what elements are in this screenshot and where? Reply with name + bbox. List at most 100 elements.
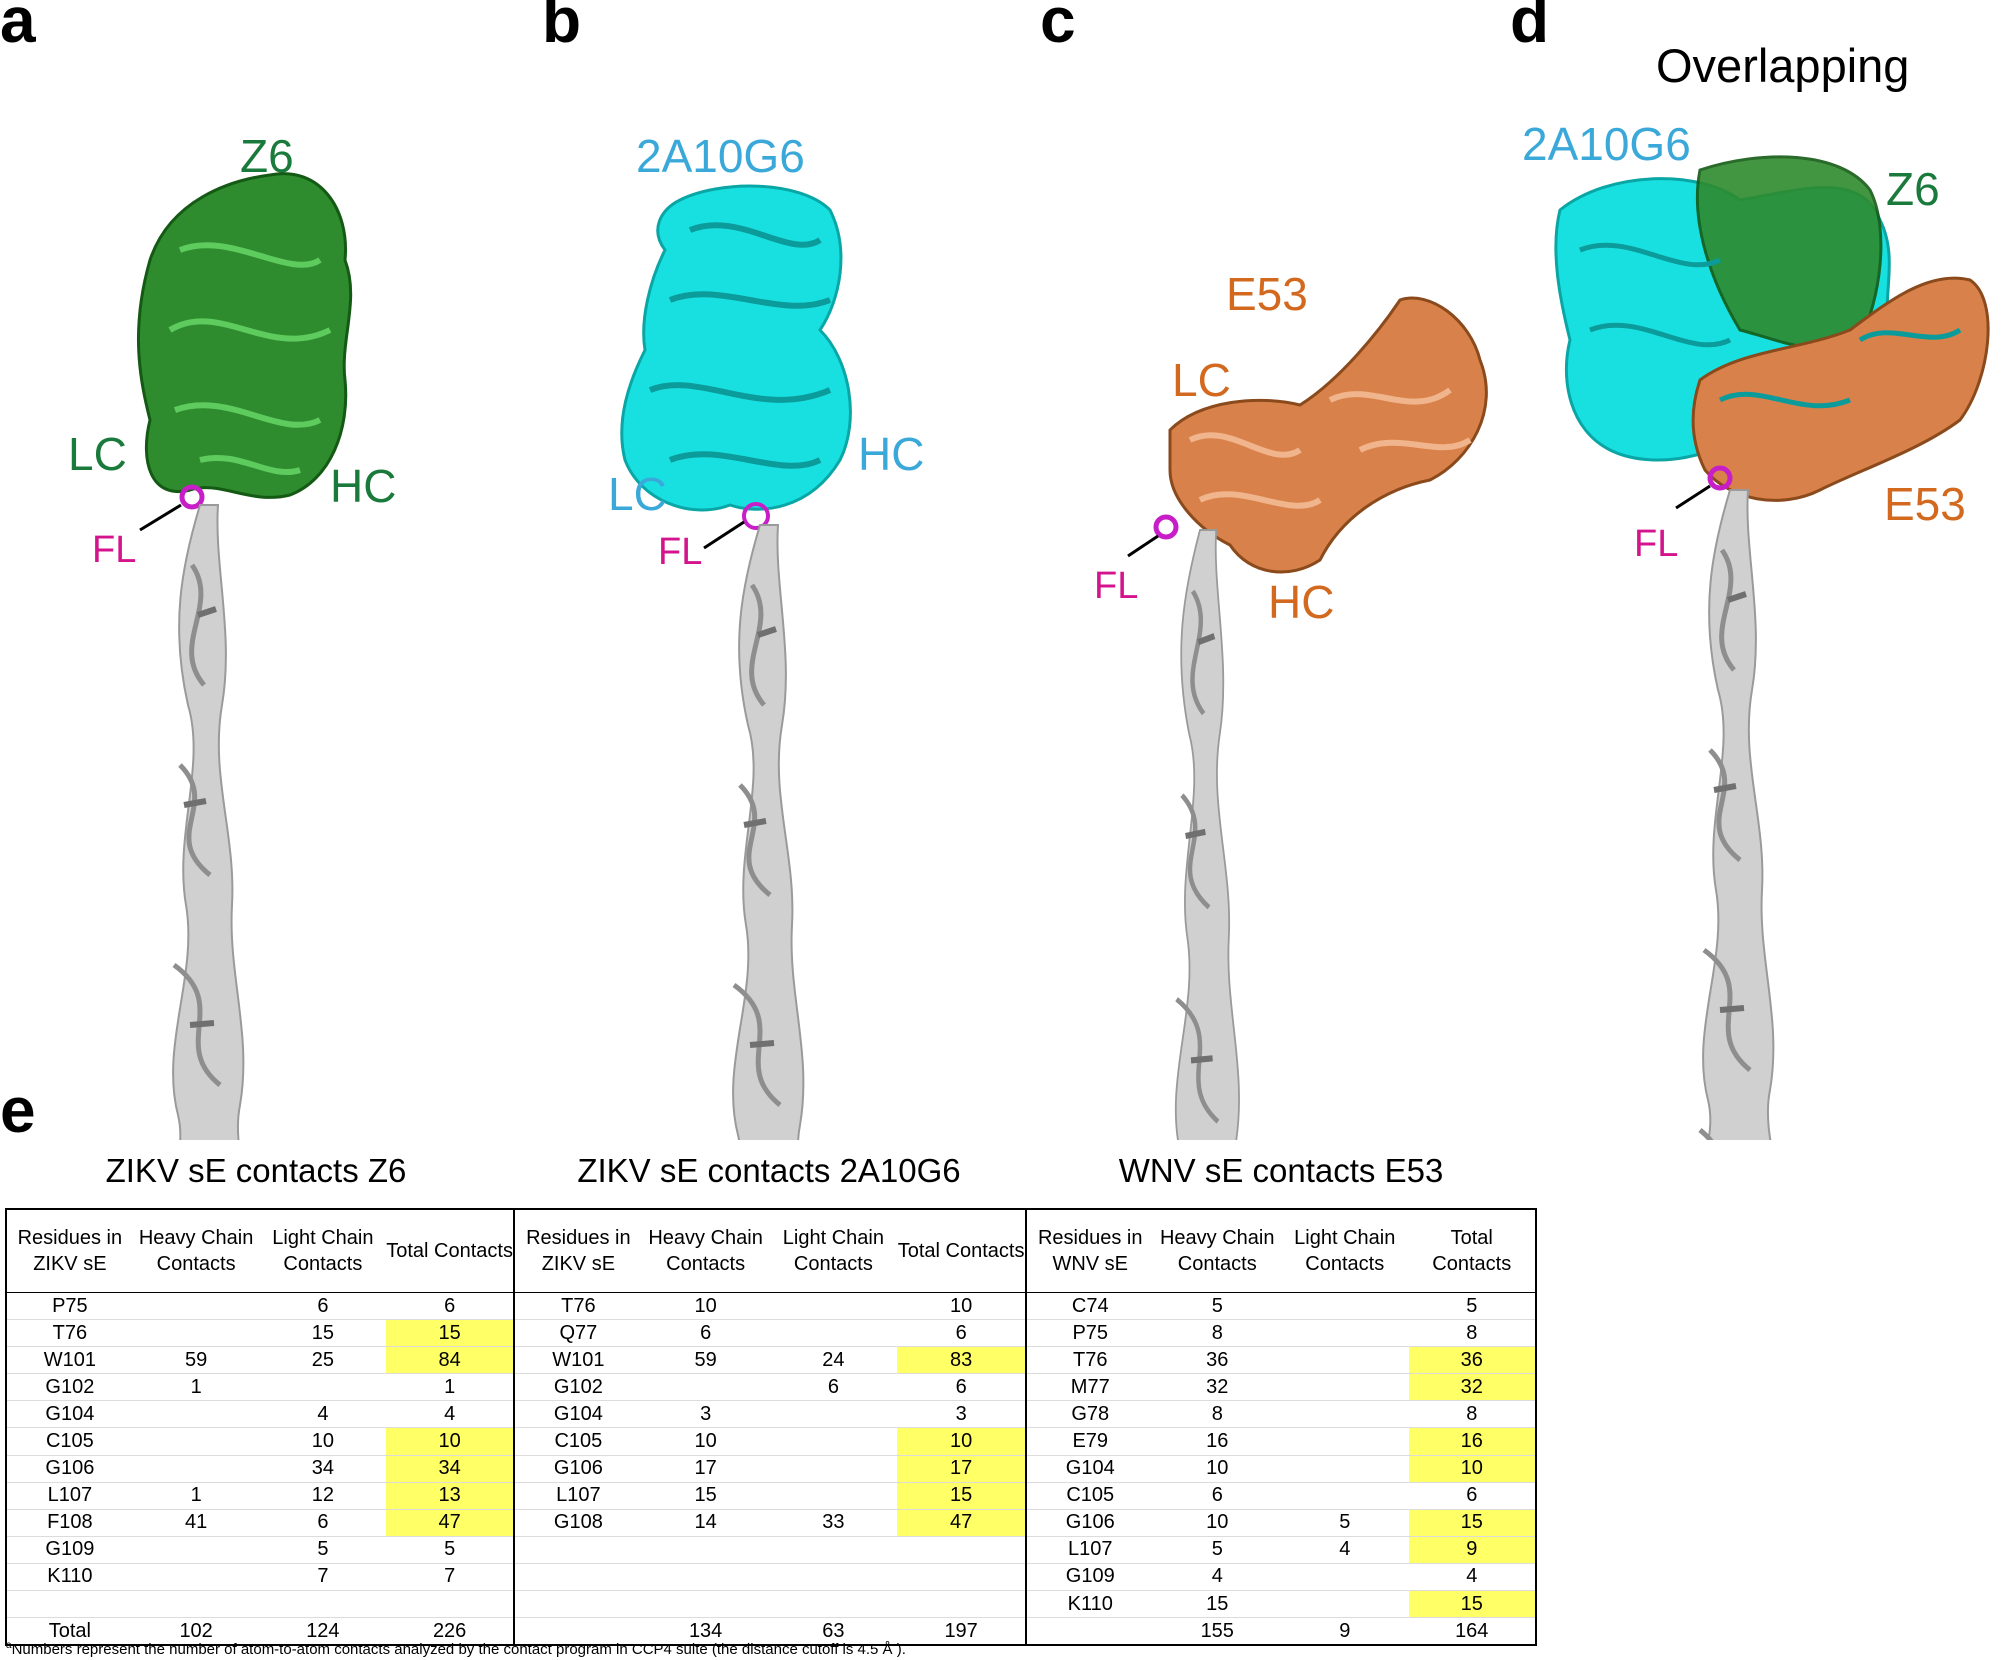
table-cell: 34 bbox=[386, 1455, 513, 1483]
contacts-table-e53: Residues in WNV sE Heavy Chain Contacts Li… bbox=[1025, 1208, 1537, 1647]
table-cell: L107 bbox=[1026, 1536, 1154, 1564]
table-cell: 10 bbox=[259, 1427, 387, 1456]
table-cell bbox=[132, 1292, 260, 1321]
table-cell: 1 bbox=[132, 1482, 260, 1510]
antibody-label-e53: E53 bbox=[1226, 268, 1308, 320]
total-cell: 63 bbox=[822, 1619, 845, 1642]
panel-letter-b: b bbox=[542, 0, 581, 56]
hc-label-a: HC bbox=[330, 460, 396, 512]
table-cell bbox=[897, 1563, 1025, 1592]
table-row bbox=[514, 1563, 1025, 1592]
table-cell: 59 bbox=[641, 1346, 770, 1375]
fl-label-c: FL bbox=[1094, 565, 1138, 607]
table-cell: L107 bbox=[514, 1482, 642, 1510]
table-cell: 3 bbox=[641, 1400, 770, 1429]
panel-letter-d: d bbox=[1510, 0, 1549, 56]
table-cell: 8 bbox=[1153, 1400, 1281, 1429]
fl-label-b: FL bbox=[658, 531, 702, 573]
total-cell: Total bbox=[48, 1619, 91, 1642]
table-cell: 34 bbox=[259, 1455, 387, 1483]
table-row: T76 36 36 bbox=[1026, 1346, 1536, 1375]
table-row: M77 32 32 bbox=[1026, 1373, 1536, 1402]
table-cell bbox=[514, 1590, 642, 1619]
table-cell bbox=[769, 1563, 898, 1592]
table-cell bbox=[1281, 1563, 1409, 1592]
column-header: Heavy Chain Contacts bbox=[1153, 1209, 1281, 1293]
table-cell: G106 bbox=[6, 1455, 133, 1483]
table-cell: 6 bbox=[641, 1319, 770, 1348]
footnote-marker: a bbox=[6, 1640, 12, 1651]
table-cell: 17 bbox=[641, 1455, 770, 1483]
fl-pointer-c bbox=[1127, 534, 1159, 558]
total-cell: 197 bbox=[944, 1619, 978, 1642]
table-row: C105 10 10 bbox=[514, 1427, 1025, 1456]
table-cell: 32 bbox=[1408, 1373, 1536, 1402]
table-cell: 10 bbox=[897, 1292, 1025, 1321]
total-row: 134 63 197 bbox=[514, 1618, 1025, 1646]
table-cell: 13 bbox=[386, 1482, 513, 1510]
table-cell bbox=[769, 1292, 898, 1321]
table-cell bbox=[641, 1536, 770, 1564]
table-cell: 16 bbox=[1408, 1427, 1536, 1456]
table-cell: 5 bbox=[386, 1536, 513, 1564]
total-cell: 155 bbox=[1200, 1619, 1234, 1642]
table-row: W101 59 24 83 bbox=[514, 1346, 1025, 1375]
panel-letter-e: e bbox=[0, 1074, 36, 1140]
fusion-loop-b bbox=[742, 502, 770, 530]
table-title-z6: ZIKV sE contacts Z6 bbox=[105, 1152, 407, 1189]
table-cell bbox=[769, 1427, 898, 1456]
se-structure-d bbox=[1689, 490, 1780, 1140]
table-cell bbox=[132, 1563, 260, 1592]
column-header: Light Chain Contacts bbox=[259, 1209, 387, 1293]
table-cell: F108 bbox=[6, 1509, 133, 1537]
table-cell: 15 bbox=[1408, 1590, 1536, 1619]
table-cell: 10 bbox=[1153, 1455, 1281, 1483]
table-cell bbox=[641, 1590, 770, 1619]
table-cell: 5 bbox=[1153, 1536, 1281, 1564]
table-cell: 6 bbox=[1408, 1482, 1536, 1510]
table-cell: L107 bbox=[6, 1482, 133, 1510]
table-row: G102 1 1 bbox=[6, 1373, 513, 1402]
table-cell: 7 bbox=[259, 1563, 387, 1592]
table-cell bbox=[132, 1400, 260, 1429]
table-row: G102 6 6 bbox=[514, 1373, 1025, 1402]
table-cell bbox=[1281, 1400, 1409, 1429]
table-cell: 17 bbox=[897, 1455, 1025, 1483]
table-title-2a10g6: ZIKV sE contacts 2A10G6 bbox=[577, 1152, 961, 1189]
table-cell: 33 bbox=[769, 1509, 898, 1537]
table-cell: 5 bbox=[259, 1536, 387, 1564]
table-cell bbox=[769, 1455, 898, 1483]
table-row bbox=[6, 1590, 513, 1619]
column-header: Light Chain Contacts bbox=[1281, 1209, 1409, 1293]
table-cell bbox=[641, 1563, 770, 1592]
table-cell: 4 bbox=[386, 1400, 513, 1429]
table-cell: G104 bbox=[6, 1400, 133, 1429]
footnote: aNumbers represent the number of atom-to… bbox=[6, 1640, 906, 1658]
table-row: Q77 6 6 bbox=[514, 1319, 1025, 1348]
table-cell: 15 bbox=[259, 1319, 387, 1348]
total-cell: 9 bbox=[1339, 1619, 1351, 1642]
table-cell bbox=[769, 1400, 898, 1429]
hc-label-c: HC bbox=[1268, 576, 1334, 628]
table-cell: 4 bbox=[259, 1400, 387, 1429]
overlap-label-2a10g6: 2A10G6 bbox=[1522, 118, 1691, 170]
panel-letter-a: a bbox=[0, 0, 36, 56]
table-cell: T76 bbox=[514, 1292, 642, 1321]
z6-fab-structure bbox=[137, 172, 353, 499]
table-row: G109 5 5 bbox=[6, 1536, 513, 1564]
table-cell bbox=[132, 1536, 260, 1564]
table-cell bbox=[1281, 1373, 1409, 1402]
table-cell: G106 bbox=[1026, 1509, 1154, 1537]
contacts-table-2a10g6: Residues in ZIKV sE Heavy Chain Contacts L… bbox=[513, 1208, 1025, 1647]
table-row: G109 4 4 bbox=[1026, 1563, 1536, 1592]
column-header: Total Contacts bbox=[897, 1209, 1025, 1293]
fl-label-d: FL bbox=[1634, 523, 1678, 565]
fl-pointer-a bbox=[139, 503, 182, 532]
table-cell: 24 bbox=[769, 1346, 898, 1375]
table-cell: 10 bbox=[386, 1427, 513, 1456]
table-cell: 6 bbox=[386, 1292, 513, 1321]
table-cell: 3 bbox=[897, 1400, 1025, 1429]
table-cell: 47 bbox=[386, 1509, 513, 1537]
2a10g6-fab-structure bbox=[620, 184, 852, 512]
